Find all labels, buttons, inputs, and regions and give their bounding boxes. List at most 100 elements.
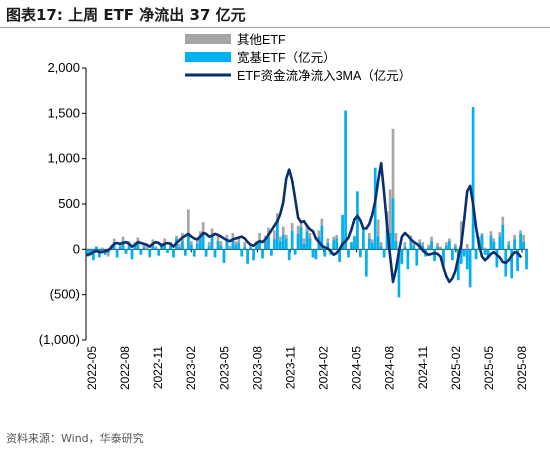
broad-etf-bar [130, 249, 134, 260]
broad-etf-bar [198, 237, 202, 250]
broad-etf-bar [394, 241, 398, 250]
broad-etf-bar [436, 246, 439, 250]
broad-etf-bar [406, 249, 410, 270]
legend: 其他ETF 宽基ETF（亿元） ETF资金流净流入3MA（亿元） [185, 33, 411, 83]
broad-etf-bar [522, 242, 525, 250]
broad-etf-bar [192, 249, 196, 257]
broad-etf-bars [86, 106, 528, 298]
broad-etf-bar [373, 167, 377, 250]
other-etf-bar [391, 128, 395, 250]
other-etf-bar [207, 242, 211, 250]
broad-etf-bar [157, 249, 161, 256]
source-note: 资料来源：Wind，华泰研究 [6, 432, 144, 445]
broad-etf-bar [409, 238, 413, 250]
broad-etf-bar [181, 241, 184, 250]
broad-etf-bar [326, 242, 330, 250]
broad-etf-bar [456, 249, 460, 281]
broad-etf-bar [136, 242, 140, 250]
broad-etf-bar [278, 241, 282, 250]
x-tick-label: 2023-08 [250, 346, 264, 390]
broad-etf-bar [451, 249, 454, 261]
broad-etf-bar [261, 249, 264, 259]
other-etf-bar [228, 245, 232, 250]
broad-etf-bar [501, 224, 505, 250]
broad-etf-bar [376, 236, 380, 250]
fund-flow-chart: 2,000 1,500 1,000 500 0 (500) (1,000) 2022-05 20… [39, 33, 529, 390]
broad-etf-bar [483, 249, 487, 255]
broad-etf-bar [195, 243, 199, 250]
other-etf-bar [249, 243, 252, 250]
figure-title-text: 上周 ETF 净流出 37 亿元 [68, 6, 246, 24]
figure-title: 图表17: 上周 ETF 净流出 37 亿元 [6, 4, 246, 25]
broad-etf-bar [281, 234, 285, 250]
other-etf-bar [427, 244, 430, 250]
broad-etf-bar [139, 249, 143, 255]
broad-etf-bar [189, 244, 193, 250]
broad-etf-bar [284, 238, 288, 250]
broad-etf-bar [249, 247, 252, 250]
ma-line-layer [86, 161, 522, 284]
broad-etf-bar [290, 231, 294, 250]
broad-etf-bar [124, 249, 128, 254]
broad-etf-bar [311, 249, 315, 258]
broad-etf-bar [264, 241, 267, 250]
broad-etf-bar [347, 249, 350, 258]
broad-etf-bar [305, 231, 309, 250]
x-tick-label: 2022-05 [85, 346, 99, 390]
broad-etf-bar [332, 240, 336, 250]
broad-etf-bar [362, 228, 365, 250]
broad-etf-bar [178, 247, 181, 250]
broad-etf-bar [397, 249, 401, 298]
other-etf-bar [376, 219, 380, 250]
broad-etf-bar [507, 244, 511, 250]
broad-etf-bar [228, 248, 232, 250]
broad-etf-bar [151, 242, 155, 250]
broad-etf-bar [121, 241, 125, 250]
broad-etf-bar [243, 246, 247, 250]
broad-etf-bar [169, 245, 172, 250]
broad-etf-bar [201, 233, 205, 250]
y-tick-label: 2,000 [47, 60, 80, 75]
other-etf-bar [100, 247, 104, 250]
x-tick-label: 2024-08 [383, 346, 397, 390]
other-etf-bar [403, 242, 407, 250]
broad-etf-bar [293, 249, 297, 255]
y-tick-label: 1,500 [47, 105, 80, 120]
x-tick-label: 2023-05 [217, 346, 231, 390]
broad-etf-bar [468, 249, 472, 288]
broad-etf-bar [516, 249, 519, 272]
broad-etf-bar [145, 249, 149, 251]
title-divider [0, 27, 550, 28]
other-etf-bar [483, 247, 487, 250]
broad-etf-bar [160, 244, 163, 250]
broad-etf-bar [412, 245, 416, 250]
broad-etf-bar [421, 245, 425, 250]
broad-etf-bar [367, 238, 371, 250]
x-tick-label: 2024-05 [350, 346, 364, 390]
x-tick-label: 2025-02 [449, 346, 463, 390]
broad-etf-bar [495, 249, 499, 268]
broad-etf-bar [465, 249, 469, 270]
broad-etf-bar [154, 247, 158, 250]
broad-etf-bar [225, 240, 229, 250]
other-etf-bar [465, 243, 469, 250]
broad-etf-bar [462, 249, 466, 257]
broad-etf-bar [525, 249, 528, 270]
other-etf-bar [145, 245, 149, 250]
broad-etf-bar [287, 249, 291, 261]
broad-etf-bar [163, 243, 166, 250]
broad-etf-bar [400, 249, 404, 264]
x-tick-label: 2022-11 [151, 346, 165, 389]
broad-etf-bar [118, 246, 122, 250]
other-etf-bar [243, 242, 247, 250]
broad-etf-bar [231, 238, 235, 250]
broad-etf-bar [127, 245, 131, 250]
legend-label: ETF资金流净流入3MA（亿元） [237, 68, 411, 83]
broad-etf-bar [489, 235, 493, 250]
broad-etf-bar [204, 249, 208, 257]
y-tick-label: 500 [58, 196, 80, 211]
broad-etf-bar [459, 249, 463, 264]
broad-etf-bar [166, 249, 169, 253]
broad-etf-bar [388, 233, 392, 250]
broad-etf-bar [89, 249, 92, 254]
